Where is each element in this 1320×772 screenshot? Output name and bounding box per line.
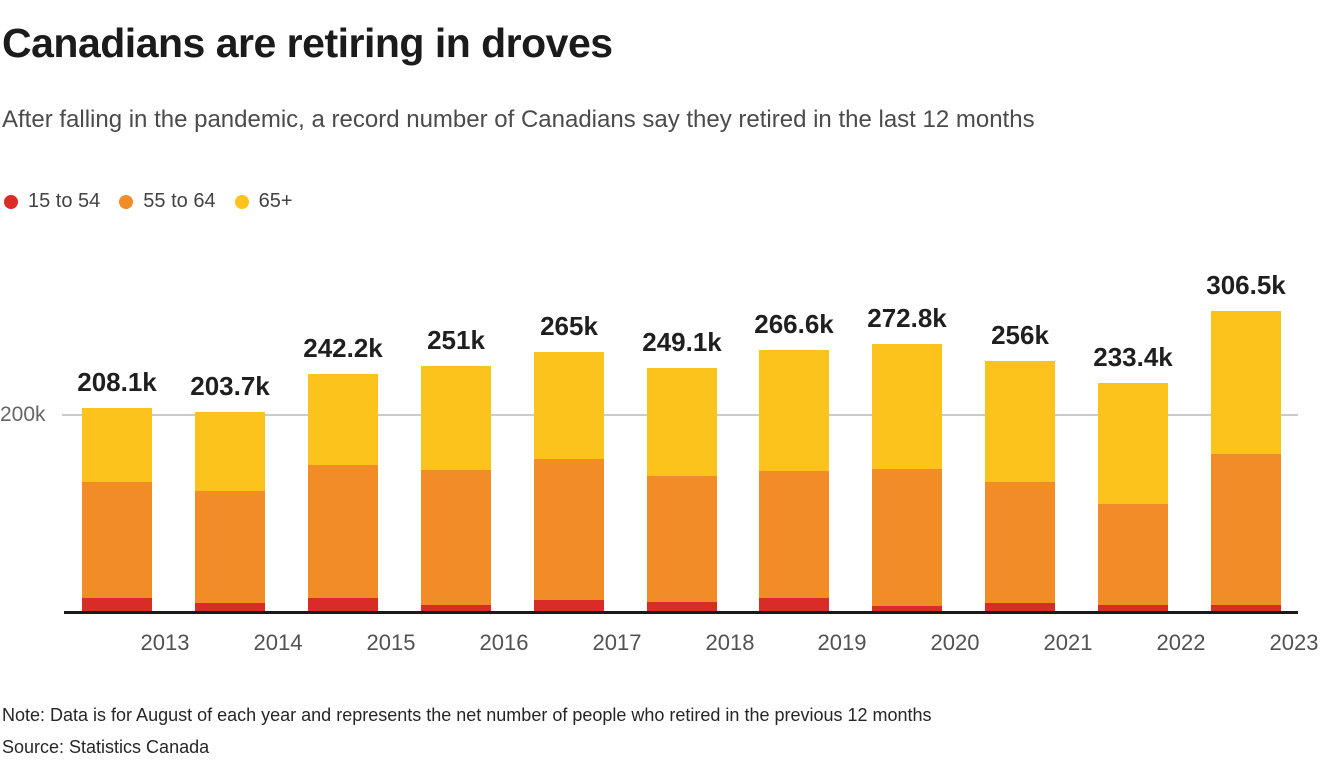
chart-title: Canadians are retiring in droves bbox=[2, 20, 613, 66]
bar-value-label-2021: 256k bbox=[991, 320, 1049, 350]
chart-source: Source: Statistics Canada bbox=[2, 737, 210, 757]
bar-segment-2022-55-to-64 bbox=[1098, 503, 1168, 606]
bar-segment-2013-65 bbox=[82, 408, 152, 482]
bar-segment-2018-15-to-54 bbox=[647, 602, 717, 613]
legend-item-55-to-64: 55 to 64 bbox=[119, 190, 216, 213]
bar-segment-2014-15-to-54 bbox=[195, 602, 265, 613]
bar-segment-2015-65 bbox=[308, 374, 378, 465]
legend-label-55-to-64: 55 to 64 bbox=[143, 190, 216, 212]
bar-segment-2016-15-to-54 bbox=[421, 605, 491, 613]
bar-segment-2019-55-to-64 bbox=[759, 470, 829, 598]
bar-segment-2020-55-to-64 bbox=[872, 468, 942, 606]
chart-note: Note: Data is for August of each year an… bbox=[2, 705, 932, 725]
bar-segment-2014-55-to-64 bbox=[195, 490, 265, 603]
bar-segment-2023-15-to-54 bbox=[1211, 605, 1281, 613]
x-axis-label-2013: 2013 bbox=[140, 630, 190, 655]
x-axis-line bbox=[64, 611, 1298, 614]
x-axis-label-2022: 2022 bbox=[1156, 630, 1206, 655]
bar-2017 bbox=[534, 352, 604, 613]
bar-segment-2022-65 bbox=[1098, 383, 1168, 504]
chart-subtitle: After falling in the pandemic, a record … bbox=[2, 106, 1035, 133]
x-axis-label-2015: 2015 bbox=[366, 630, 416, 655]
bar-segment-2018-65 bbox=[647, 368, 717, 477]
bar-segment-2013-15-to-54 bbox=[82, 598, 152, 613]
bar-value-label-2019: 266.6k bbox=[754, 309, 834, 339]
bar-segment-2022-15-to-54 bbox=[1098, 605, 1168, 613]
bar-2015 bbox=[308, 374, 378, 613]
bar-2018 bbox=[647, 368, 717, 613]
legend-label-65: 65+ bbox=[258, 190, 293, 212]
x-axis-label-2018: 2018 bbox=[705, 630, 755, 655]
bar-value-label-2016: 251k bbox=[427, 325, 485, 355]
bar-value-label-2022: 233.4k bbox=[1093, 342, 1173, 372]
x-axis-label-2017: 2017 bbox=[592, 630, 642, 655]
legend-item-65: 65+ bbox=[234, 190, 293, 213]
x-axis-label-2023: 2023 bbox=[1269, 630, 1319, 655]
bar-2021 bbox=[985, 361, 1055, 613]
bar-value-label-2020: 272.8k bbox=[867, 303, 947, 333]
bar-segment-2019-15-to-54 bbox=[759, 597, 829, 613]
x-axis-label-2019: 2019 bbox=[817, 630, 867, 655]
bar-segment-2023-65 bbox=[1211, 311, 1281, 455]
bar-segment-2015-55-to-64 bbox=[308, 464, 378, 598]
bar-segment-2019-65 bbox=[759, 350, 829, 471]
bar-segment-2016-65 bbox=[421, 366, 491, 471]
bar-segment-2021-65 bbox=[985, 361, 1055, 483]
legend-item-15-to-54: 15 to 54 bbox=[4, 190, 100, 213]
bar-segment-2014-65 bbox=[195, 412, 265, 491]
bar-segment-2021-55-to-64 bbox=[985, 482, 1055, 604]
bar-segment-2020-15-to-54 bbox=[872, 605, 942, 613]
bar-value-label-2014: 203.7k bbox=[190, 371, 270, 401]
x-axis-label-2020: 2020 bbox=[930, 630, 980, 655]
bar-value-label-2017: 265k bbox=[540, 311, 598, 341]
bar-segment-2017-65 bbox=[534, 352, 604, 460]
bar-2019 bbox=[759, 350, 829, 613]
bar-2023 bbox=[1211, 311, 1281, 613]
bar-2022 bbox=[1098, 383, 1168, 613]
bar-value-label-2015: 242.2k bbox=[303, 333, 383, 363]
bar-2020 bbox=[872, 344, 942, 613]
bar-segment-2017-55-to-64 bbox=[534, 459, 604, 601]
x-axis-label-2016: 2016 bbox=[479, 630, 529, 655]
bar-value-label-2013: 208.1k bbox=[77, 367, 157, 397]
bar-segment-2021-15-to-54 bbox=[985, 603, 1055, 613]
bar-segment-2018-55-to-64 bbox=[647, 476, 717, 603]
bar-segment-2017-15-to-54 bbox=[534, 600, 604, 613]
bar-value-label-2018: 249.1k bbox=[642, 327, 722, 357]
x-axis-label-2014: 2014 bbox=[253, 630, 303, 655]
bar-2014 bbox=[195, 412, 265, 613]
bar-segment-2020-65 bbox=[872, 344, 942, 469]
legend-dot-15-to-54 bbox=[4, 194, 18, 209]
bar-segment-2013-55-to-64 bbox=[82, 481, 152, 599]
legend-dot-65 bbox=[234, 194, 249, 209]
chart-legend: 15 to 54 55 to 64 65+ bbox=[4, 190, 293, 213]
legend-dot-55-to-64 bbox=[119, 194, 134, 209]
y-axis-tick-label: 200k bbox=[0, 403, 46, 426]
legend-label-15-to-54: 15 to 54 bbox=[28, 190, 101, 212]
bar-value-label-2023: 306.5k bbox=[1206, 270, 1286, 300]
bar-2016 bbox=[421, 366, 491, 613]
bar-segment-2016-55-to-64 bbox=[421, 470, 491, 606]
bar-2013 bbox=[82, 408, 152, 613]
x-axis-label-2021: 2021 bbox=[1043, 630, 1093, 655]
bar-segment-2023-55-to-64 bbox=[1211, 454, 1281, 606]
bar-segment-2015-15-to-54 bbox=[308, 597, 378, 613]
